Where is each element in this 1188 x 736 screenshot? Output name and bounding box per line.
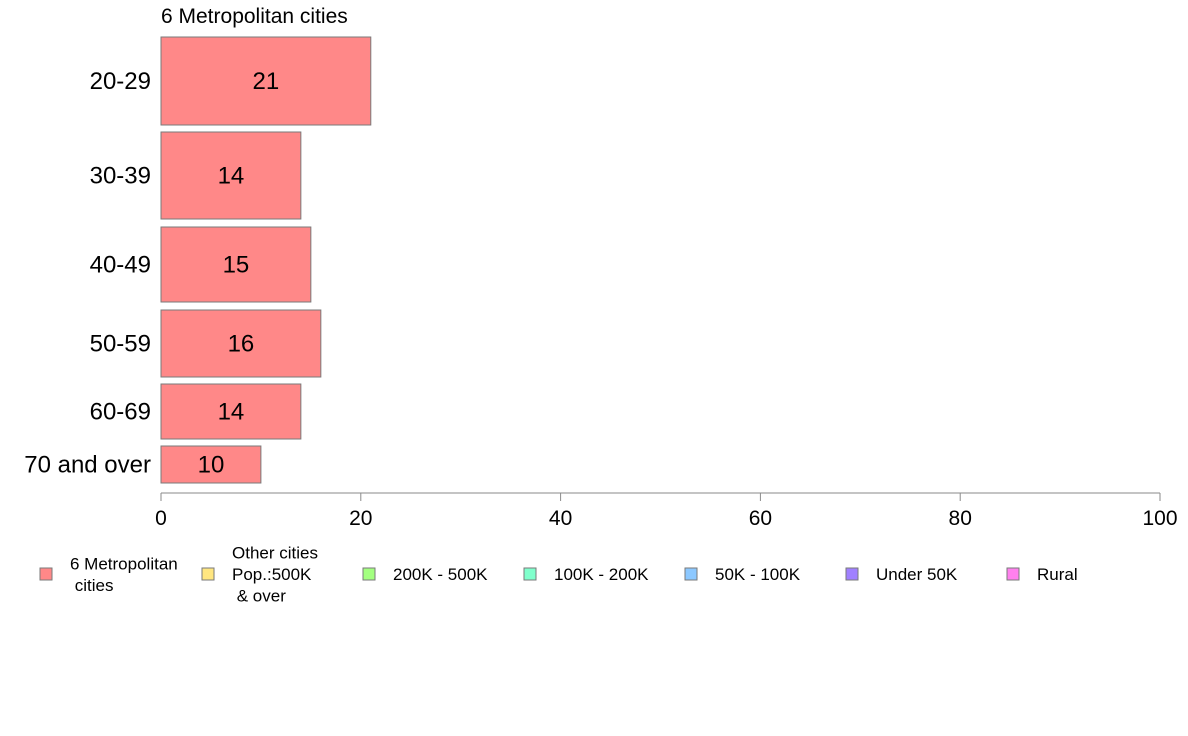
x-tick-label: 0 <box>155 507 167 530</box>
bar-20-29 <box>160 36 372 126</box>
bar-value-label: 21 <box>253 68 280 95</box>
x-tick-label: 60 <box>749 507 772 530</box>
x-axis: 0 20 40 60 80 100 <box>155 492 1178 530</box>
bars-group: 21 20-29 14 30-39 15 40-49 16 50-59 14 60-69 10 70 … <box>24 36 372 484</box>
legend-label: 50K - 100K <box>715 565 801 584</box>
category-label: 20-29 <box>90 68 151 95</box>
legend-label: 200K - 500K <box>393 565 488 584</box>
bar-value-label: 14 <box>218 163 245 190</box>
category-label: 50-59 <box>90 331 151 358</box>
bar-40-49 <box>160 226 312 303</box>
category-label: 60-69 <box>90 399 151 426</box>
legend-label: 6 Metropolitan cities <box>70 554 178 595</box>
x-tick-label: 100 <box>1142 507 1177 530</box>
legend-swatch <box>845 567 859 581</box>
bar-70-and-over <box>160 445 262 484</box>
category-label: 30-39 <box>90 163 151 190</box>
bar-value-label: 14 <box>218 399 245 426</box>
legend-label: Rural <box>1037 565 1078 584</box>
legend-swatch <box>523 567 537 581</box>
bar-value-label: 15 <box>223 252 250 279</box>
legend-label: Other cities Pop.:500K & over <box>232 544 318 606</box>
x-tick-label: 80 <box>949 507 972 530</box>
x-tick-label: 40 <box>549 507 572 530</box>
bar-50-59 <box>160 309 322 378</box>
legend-label: 100K - 200K <box>554 565 649 584</box>
bar-value-label: 16 <box>228 331 255 358</box>
legend-label: Under 50K <box>876 565 958 584</box>
legend-swatch <box>201 567 215 581</box>
legend-swatch <box>362 567 376 581</box>
legend-swatch <box>684 567 698 581</box>
legend-swatch <box>1006 567 1020 581</box>
category-label: 40-49 <box>90 252 151 279</box>
bar-60-69 <box>160 383 302 440</box>
bar-30-39 <box>160 131 302 220</box>
legend-swatch <box>39 567 53 581</box>
bar-value-label: 10 <box>198 452 225 479</box>
category-label: 70 and over <box>24 452 151 479</box>
x-tick-label: 20 <box>349 507 372 530</box>
legend: 6 Metropolitan cities Other cities Pop.:50… <box>39 544 1078 606</box>
chart-title: 6 Metropolitan cities <box>161 5 348 28</box>
